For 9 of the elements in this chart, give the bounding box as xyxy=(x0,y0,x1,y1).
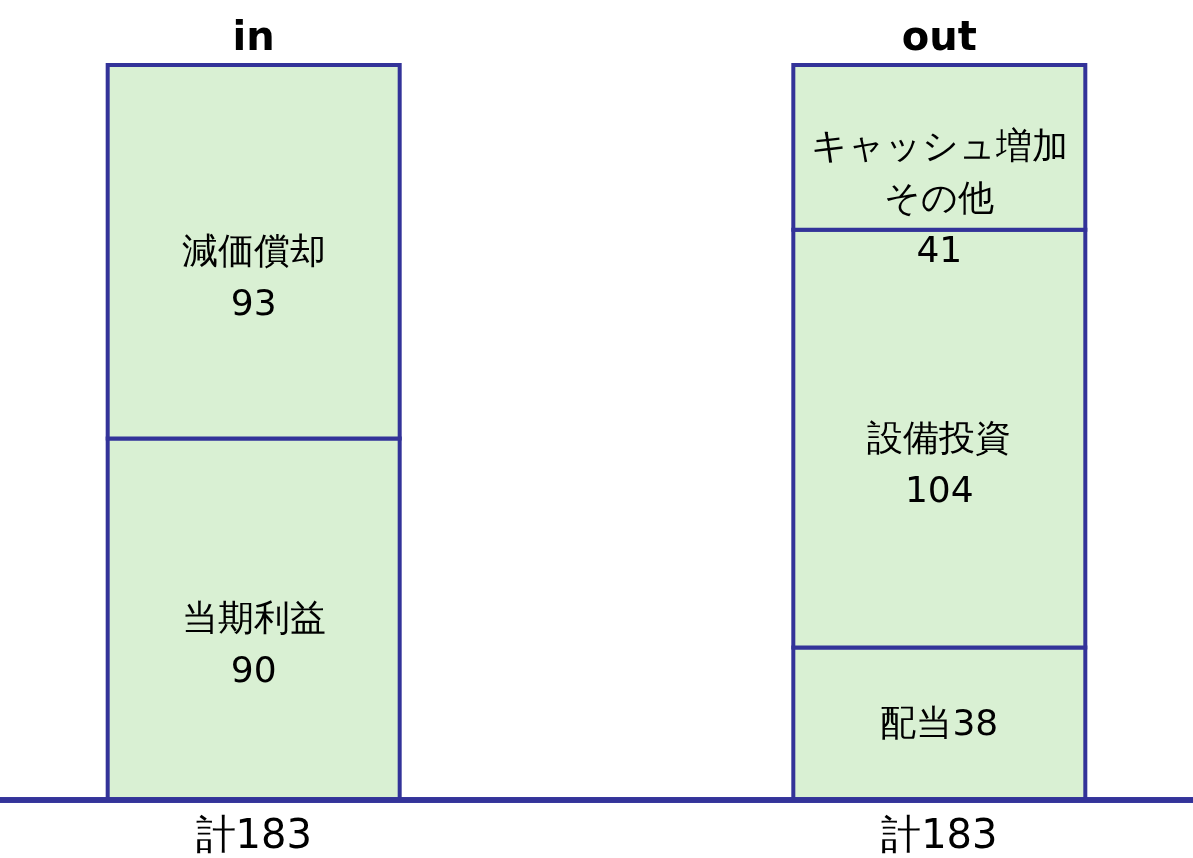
data-label: キャッシュ増加その他41 xyxy=(810,125,1068,271)
data-label: 当期利益90 xyxy=(181,597,326,691)
x-tick-label: in xyxy=(232,12,275,59)
data-label: 減価償却93 xyxy=(181,229,326,323)
total-label: 計183 xyxy=(195,811,312,857)
x-tick-label: out xyxy=(901,12,977,59)
total-label: 計183 xyxy=(881,811,998,857)
data-label: 配当38 xyxy=(880,701,999,743)
data-label: 設備投資104 xyxy=(867,416,1012,510)
